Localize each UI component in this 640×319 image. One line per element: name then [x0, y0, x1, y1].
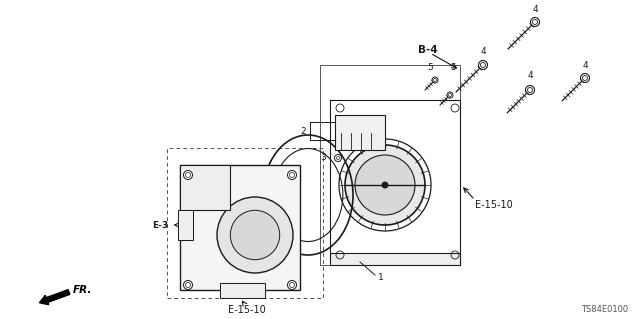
- Text: E-3: E-3: [152, 220, 168, 229]
- Circle shape: [531, 18, 540, 26]
- Bar: [180, 165, 300, 290]
- Circle shape: [230, 210, 280, 260]
- Circle shape: [355, 155, 415, 215]
- Text: 1: 1: [378, 273, 384, 283]
- Circle shape: [382, 182, 388, 188]
- Text: 4: 4: [527, 71, 533, 80]
- Bar: [180, 165, 230, 210]
- Bar: [330, 253, 460, 265]
- FancyArrow shape: [40, 290, 70, 305]
- Bar: [167, 148, 323, 298]
- Text: 5: 5: [450, 63, 456, 72]
- Text: E-15-10: E-15-10: [475, 200, 513, 210]
- Bar: [220, 283, 265, 298]
- Text: 2: 2: [300, 127, 306, 136]
- Circle shape: [287, 170, 296, 180]
- Bar: [320, 65, 460, 265]
- Circle shape: [580, 73, 589, 83]
- Text: 3: 3: [320, 153, 326, 162]
- Circle shape: [287, 280, 296, 290]
- Circle shape: [217, 197, 293, 273]
- Text: 4: 4: [480, 48, 486, 56]
- Circle shape: [184, 280, 193, 290]
- Circle shape: [525, 85, 534, 94]
- Text: 4: 4: [582, 61, 588, 70]
- Text: B-4: B-4: [418, 45, 438, 55]
- Circle shape: [335, 154, 342, 161]
- Text: E-15-10: E-15-10: [228, 305, 266, 315]
- Circle shape: [184, 170, 193, 180]
- Circle shape: [447, 92, 453, 98]
- Bar: [178, 210, 193, 240]
- Text: TS84E0100: TS84E0100: [581, 305, 628, 314]
- Circle shape: [479, 61, 488, 70]
- Circle shape: [432, 77, 438, 83]
- Bar: [335, 115, 385, 150]
- Text: 5: 5: [427, 63, 433, 72]
- Text: FR.: FR.: [73, 285, 92, 295]
- Text: 4: 4: [532, 5, 538, 14]
- Circle shape: [345, 145, 425, 225]
